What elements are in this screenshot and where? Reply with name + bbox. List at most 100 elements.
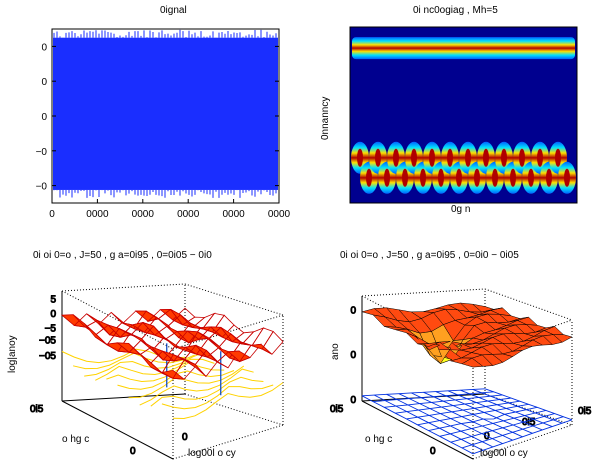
spectrogram-plot (349, 26, 578, 204)
spectrogram-oscillation-core (411, 148, 417, 167)
surface-left-cell (60, 314, 87, 328)
signal-plot: 000−0−00 0000 0000 0000 0000 0000 (36, 28, 291, 220)
surface-left-lower-line (128, 365, 245, 399)
surface-right-mesh-line (460, 389, 553, 428)
surface-left-ytick-label: 0 (182, 432, 188, 443)
signal-spikes-bottom (53, 189, 277, 198)
surface-right-ztick-label: 0 (350, 350, 356, 361)
spectrogram-oscillation-core (465, 148, 471, 167)
surface-right-ztick-label: 0 (350, 395, 356, 406)
box-edge (361, 400, 474, 460)
surface-right-zlabel: ano (330, 343, 341, 360)
spectrogram-oscillation-core (510, 168, 516, 187)
surface-left-lower-line (139, 368, 254, 406)
surface-left-ylabel: log00l o cy (188, 448, 236, 459)
box-edge (61, 400, 174, 460)
surface-right-title: 0i oi 0=o , J=50 , g a=0i95 , 0=0i0 − 0i… (340, 250, 519, 261)
box-edge (61, 393, 186, 402)
surface-left-xtick-label: 0 (130, 446, 136, 457)
surface-left-ztick-label: 0 (50, 309, 56, 320)
spectrogram-xlabel: 0g n (451, 204, 471, 215)
spectrogram-title: 0i nc0ogiag , Mh=5 (413, 5, 498, 16)
signal-xtick-label: 0000 (177, 209, 200, 220)
signal-title: 0ignal (160, 5, 187, 16)
spectrogram-oscillation-core (438, 168, 444, 187)
surface-right-ztick-label: 0 (350, 306, 356, 317)
spectrogram-oscillation-core (375, 148, 381, 167)
spectrogram-oscillation-core (393, 148, 399, 167)
box-grid (484, 288, 573, 321)
spectrogram-oscillation-core (357, 148, 363, 167)
spectrogram-constant-band (352, 37, 575, 60)
spectrogram-oscillation-core (537, 148, 543, 167)
surface-left-ztick-label: −05 (39, 351, 56, 362)
spectrogram-oscillation-core (384, 168, 390, 187)
box-grid (361, 288, 486, 297)
box-grid (472, 319, 573, 355)
surface-right-xtick-label: 0i5 (330, 404, 344, 415)
surface-right-mesh-line (361, 388, 486, 397)
surface-left-lower-line (161, 384, 274, 410)
surface-left-title: 0i oi 0=o , J=50 , g a=0i95 , 0=0i05 − 0… (33, 250, 212, 261)
surface-left-cell (261, 330, 284, 355)
spectrogram-oscillation-core (546, 168, 552, 187)
surface-right-mesh-line (461, 416, 564, 449)
signal-xtick-label: 0000 (86, 209, 109, 220)
spectrogram-oscillation-core (456, 168, 462, 187)
spectrogram-ylabel: 0nnanncy (320, 96, 331, 140)
surface-right-xtick-label: 0 (430, 446, 436, 457)
spectrogram-oscillation-core (519, 148, 525, 167)
surface-left-xtick-label: 0i5 (30, 404, 44, 415)
box-grid (472, 424, 573, 460)
spectrogram-oscillation-core (474, 168, 480, 187)
signal-ytick-label: −0 (36, 182, 48, 193)
surface-right-mesh-line (439, 409, 547, 437)
signal-ytick-label: 0 (41, 42, 47, 53)
signal-xtick-label: 0000 (222, 209, 245, 220)
spectrogram-oscillation-core (528, 168, 534, 187)
surface-right-mesh-line (423, 391, 523, 438)
signal-spikes-top (53, 29, 277, 38)
surface-left-lower-line (84, 351, 205, 377)
surface-left-lower-line (172, 382, 284, 420)
spectrogram-oscillation-core (366, 168, 372, 187)
surface-right-mesh-line (450, 413, 555, 443)
surface-right-mesh-line (472, 419, 573, 455)
spectrogram-oscillation-core (555, 148, 561, 167)
surface-left-ztick-label: −05 (39, 335, 56, 346)
box-grid (184, 393, 284, 426)
surface-left-ztick-label: 5 (50, 295, 56, 306)
spectrogram-oscillation-core (420, 168, 426, 187)
surface-left-zlabel: log|anoy (7, 335, 18, 373)
box-grid (172, 424, 284, 460)
surface-right-mesh-line (447, 390, 543, 431)
signal-xtick-label: 0000 (132, 209, 155, 220)
signal-ytick-label: 0 (41, 77, 47, 88)
box-grid (184, 283, 284, 316)
surface-left-lower-line (150, 376, 264, 407)
surface-right-mesh-line (435, 391, 533, 434)
signal-xtick-label: 0 (49, 209, 55, 220)
surface-left-ztick-label: −5 (45, 323, 57, 334)
spectrogram-oscillation-core (483, 148, 489, 167)
spectrogram-oscillation-core (447, 148, 453, 167)
spectrogram-oscillation-core (501, 148, 507, 167)
signal-xtick-label: 0000 (268, 209, 291, 220)
surface-left-lower-line (106, 361, 225, 383)
spectrogram-oscillation-core (402, 168, 408, 187)
signal-ytick-label: 0 (41, 112, 47, 123)
surface-right-xlabel: o hg c (365, 434, 393, 445)
surface-left-cell (241, 327, 265, 346)
surface-right-mesh-line (484, 388, 573, 421)
spectrogram-oscillation-core (492, 168, 498, 187)
surface-right-mesh-line (472, 388, 563, 424)
surface-right-mesh-line (428, 406, 538, 432)
spectrogram-oscillation-core (564, 168, 570, 187)
surface-left-xlabel: o hg c (62, 434, 90, 445)
surface-right-cell (361, 308, 386, 318)
signal-band (53, 37, 278, 190)
surface-left-lower-line (95, 358, 215, 381)
surface-right-ytick-label: 0i5 (578, 406, 592, 417)
